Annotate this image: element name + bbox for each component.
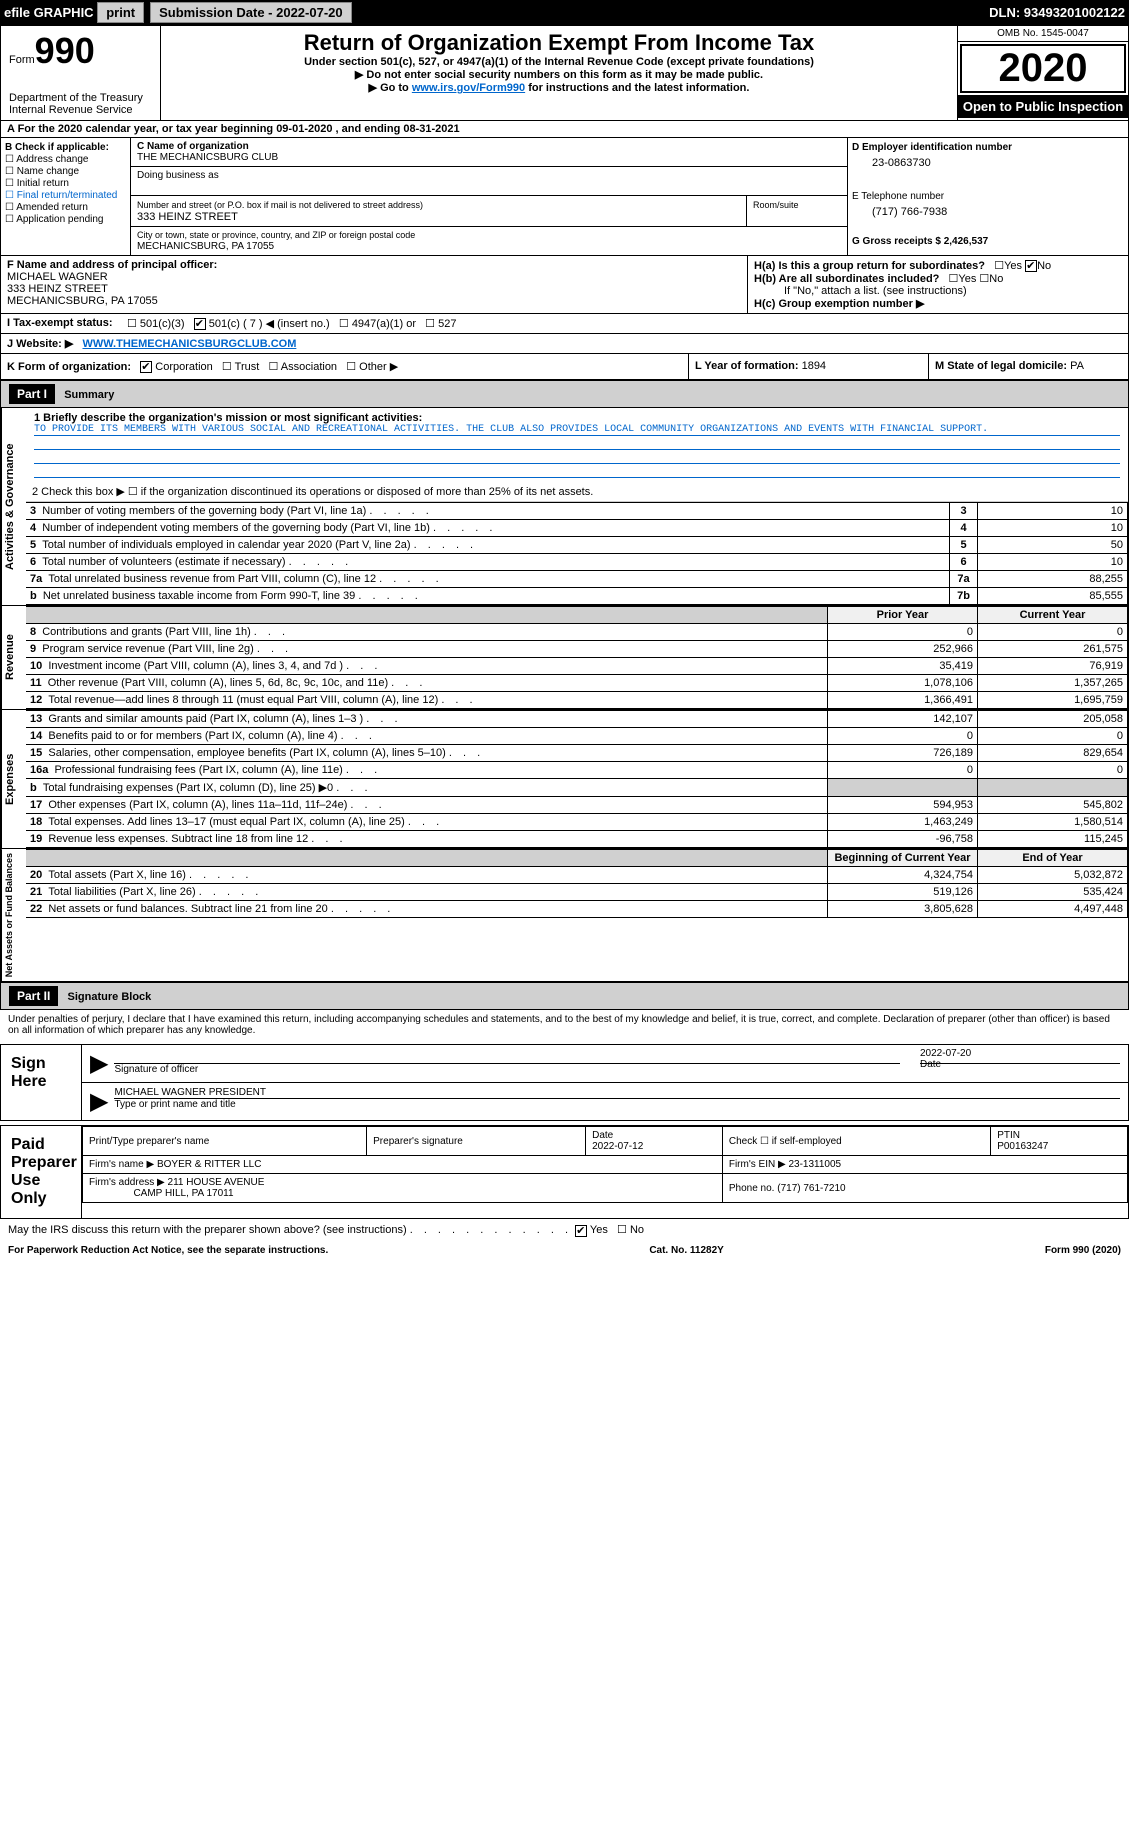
firm-ein: 23-1311005 [788, 1159, 841, 1170]
tab-governance: Activities & Governance [1, 408, 26, 605]
arrow-icon: ▶ [90, 1049, 108, 1078]
submission-date-button[interactable]: Submission Date - 2022-07-20 [150, 2, 352, 23]
open-inspection: Open to Public Inspection [958, 95, 1128, 118]
footer: For Paperwork Reduction Act Notice, see … [0, 1241, 1129, 1260]
efile-label: efile GRAPHIC [4, 5, 94, 20]
form-header: Form990 Department of the Treasury Inter… [0, 25, 1129, 121]
arrow-icon: ▶ [90, 1087, 108, 1116]
expenses-table: 13 Grants and similar amounts paid (Part… [26, 710, 1128, 848]
paid-preparer-label: Paid Preparer Use Only [1, 1126, 81, 1218]
ein-value: 23-0863730 [852, 153, 1124, 173]
org-info: C Name of organization THE MECHANICSBURG… [131, 138, 848, 255]
website-link[interactable]: WWW.THEMECHANICSBURGCLUB.COM [83, 338, 297, 350]
dept-treasury: Department of the Treasury Internal Reve… [9, 92, 152, 116]
mission-text: TO PROVIDE ITS MEMBERS WITH VARIOUS SOCI… [34, 424, 1120, 436]
row-i: I Tax-exempt status: ☐ 501(c)(3) 501(c) … [0, 314, 1129, 334]
summary-netassets: Net Assets or Fund Balances Beginning of… [0, 849, 1129, 982]
row-j: J Website: ▶ WWW.THEMECHANICSBURGCLUB.CO… [0, 334, 1129, 354]
line-a: A For the 2020 calendar year, or tax yea… [0, 121, 1129, 138]
tab-netassets: Net Assets or Fund Balances [1, 849, 26, 981]
officer-name: MICHAEL WAGNER [7, 271, 108, 283]
form-word: Form [9, 54, 35, 66]
part2-header: Part II Signature Block [0, 982, 1129, 1010]
cat-no: Cat. No. 11282Y [649, 1245, 723, 1256]
penalty-text: Under penalties of perjury, I declare th… [0, 1010, 1129, 1040]
print-button[interactable]: print [97, 2, 144, 23]
chk-final-return[interactable]: ☐ Final return/terminated [5, 190, 126, 201]
ein-tel-block: D Employer identification number 23-0863… [848, 138, 1128, 255]
year-formation: 1894 [802, 360, 826, 372]
omb-number: OMB No. 1545-0047 [958, 26, 1128, 42]
city-state-zip: MECHANICSBURG, PA 17055 [137, 241, 274, 252]
state-domicile: PA [1070, 360, 1084, 372]
tax-year: 2020 [960, 44, 1126, 93]
sign-here-label: Sign Here [1, 1045, 81, 1120]
chk-application-pending[interactable]: ☐ Application pending [5, 214, 126, 225]
chk-group-no[interactable] [1025, 260, 1037, 272]
dln-label: DLN: 93493201002122 [989, 5, 1125, 20]
chk-corp[interactable] [140, 361, 152, 373]
may-irs-discuss: May the IRS discuss this return with the… [0, 1219, 1129, 1240]
chk-amended[interactable]: ☐ Amended return [5, 202, 126, 213]
chk-initial-return[interactable]: ☐ Initial return [5, 178, 126, 189]
form-footer: Form 990 (2020) [1045, 1245, 1121, 1256]
prep-date: 2022-07-12 [592, 1141, 643, 1152]
checkboxes-b: B Check if applicable: ☐ Address change … [1, 138, 131, 255]
instruction-1: ▶ Do not enter social security numbers o… [165, 68, 953, 81]
form-subtitle: Under section 501(c), 527, or 4947(a)(1)… [165, 56, 953, 68]
title-block: Return of Organization Exempt From Incom… [161, 26, 958, 120]
form-number-block: Form990 Department of the Treasury Inter… [1, 26, 161, 120]
irs-link[interactable]: www.irs.gov/Form990 [412, 82, 525, 94]
part1-header: Part I Summary [0, 380, 1129, 408]
summary-governance: Activities & Governance 1 Briefly descri… [0, 408, 1129, 606]
year-block: OMB No. 1545-0047 2020 Open to Public In… [958, 26, 1128, 120]
chk-address-change[interactable]: ☐ Address change [5, 154, 126, 165]
street-address: 333 HEINZ STREET [137, 211, 238, 223]
paid-preparer-block: Paid Preparer Use Only Print/Type prepar… [0, 1125, 1129, 1219]
section-fh: F Name and address of principal officer:… [0, 256, 1129, 314]
section-b: B Check if applicable: ☐ Address change … [0, 138, 1129, 256]
instruction-2: ▶ Go to www.irs.gov/Form990 for instruct… [165, 81, 953, 94]
sign-here-block: Sign Here ▶ Signature of officer 2022-07… [0, 1044, 1129, 1121]
chk-501c7[interactable] [194, 318, 206, 330]
form-title: Return of Organization Exempt From Incom… [165, 30, 953, 56]
gross-receipts: 2,426,537 [944, 236, 989, 247]
firm-city: CAMP HILL, PA 17011 [133, 1188, 233, 1199]
form-number: 990 [35, 30, 95, 71]
governance-table: 3 Number of voting members of the govern… [26, 502, 1128, 605]
officer-city: MECHANICSBURG, PA 17055 [7, 295, 158, 307]
ptin: P00163247 [997, 1141, 1048, 1152]
sig-date: 2022-07-20 [920, 1048, 1120, 1059]
tab-revenue: Revenue [1, 606, 26, 709]
officer-name-title: MICHAEL WAGNER PRESIDENT [114, 1087, 1120, 1098]
topbar: efile GRAPHIC print Submission Date - 20… [0, 0, 1129, 25]
netassets-table: Beginning of Current YearEnd of Year20 T… [26, 849, 1128, 918]
pra-notice: For Paperwork Reduction Act Notice, see … [8, 1245, 328, 1256]
chk-name-change[interactable]: ☐ Name change [5, 166, 126, 177]
tab-expenses: Expenses [1, 710, 26, 848]
org-name: THE MECHANICSBURG CLUB [137, 152, 278, 163]
firm-addr: 211 HOUSE AVENUE [168, 1177, 265, 1188]
summary-revenue: Revenue Prior YearCurrent Year8 Contribu… [0, 606, 1129, 710]
firm-phone: (717) 761-7210 [777, 1183, 845, 1194]
officer-addr: 333 HEINZ STREET [7, 283, 108, 295]
row-k: K Form of organization: Corporation ☐ Tr… [0, 354, 1129, 380]
revenue-table: Prior YearCurrent Year8 Contributions an… [26, 606, 1128, 709]
telephone: (717) 766-7938 [852, 202, 1124, 222]
summary-expenses: Expenses 13 Grants and similar amounts p… [0, 710, 1129, 849]
firm-name: BOYER & RITTER LLC [157, 1159, 261, 1170]
chk-discuss-yes[interactable] [575, 1225, 587, 1237]
